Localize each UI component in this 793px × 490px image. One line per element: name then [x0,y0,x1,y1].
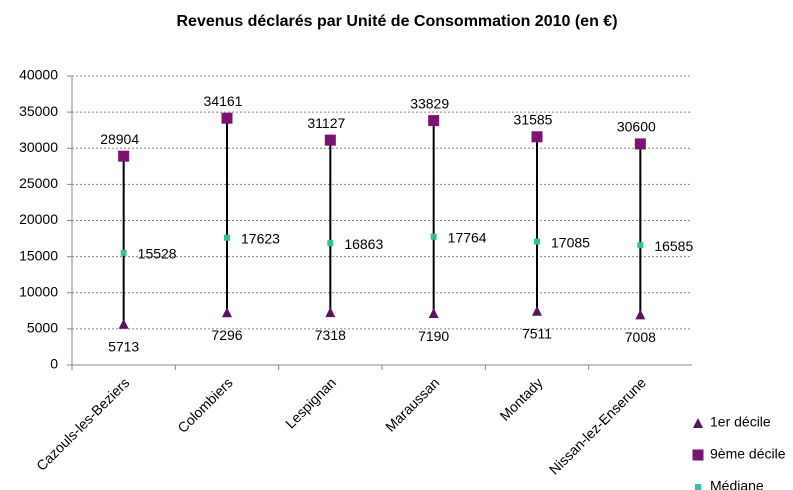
marker [534,238,540,245]
legend-marker [693,418,703,428]
marker [635,309,646,320]
data-label: 15528 [138,246,177,262]
data-label: 16863 [344,236,383,252]
y-tick-label: 15000 [19,247,58,263]
marker [532,305,542,316]
data-label: 17085 [551,234,590,250]
y-tick-label: 40000 [19,67,58,83]
data-label: 5713 [108,338,139,354]
data-label: 7008 [625,329,656,345]
legend-label: Médiane [710,478,764,490]
legend-label: 1er décile [710,414,771,430]
marker [118,150,130,162]
data-label: 30600 [617,119,656,135]
x-tick-label: Maraussan [382,374,442,434]
y-tick-label: 5000 [27,320,58,336]
marker [634,138,646,150]
y-tick-label: 10000 [19,283,58,299]
legend-marker [695,484,701,490]
data-label: 16585 [654,238,693,254]
chart-title: Revenus déclarés par Unité de Consommati… [176,13,617,30]
x-tick-label: Nissan-lez-Enserune [546,374,649,477]
marker [221,112,233,124]
y-tick-label: 35000 [19,103,58,119]
data-label: 7190 [418,328,449,344]
data-label: 17623 [241,230,280,246]
x-tick-label: Colombiers [174,374,235,435]
marker [430,233,437,240]
data-label: 28904 [100,131,139,147]
legend-marker [692,449,704,461]
y-tick-label: 25000 [19,175,58,191]
data-label: 7511 [522,325,552,341]
marker [120,249,127,256]
data-label: 7296 [211,327,242,343]
marker [118,318,129,329]
x-tick-label: Cazouls-les-Beziers [33,374,132,473]
marker [428,115,440,127]
x-tick-label: Lespignan [282,374,339,431]
data-label: 31585 [514,112,553,128]
data-label: 17764 [448,229,487,245]
marker [224,234,230,241]
marker [428,308,439,319]
marker [637,242,644,249]
data-label: 33829 [410,95,449,111]
marker [325,307,336,318]
marker [531,131,543,143]
data-label: 31127 [307,115,345,131]
legend-label: 9ème décile [710,446,786,462]
y-tick-label: 0 [50,356,58,372]
data-label: 7318 [315,327,346,343]
data-label: 34161 [204,93,243,109]
y-tick-label: 20000 [19,211,58,227]
marker [222,307,232,318]
y-tick-label: 30000 [19,139,58,155]
x-tick-label: Montady [496,374,545,423]
marker [324,134,336,146]
marker [327,240,334,247]
